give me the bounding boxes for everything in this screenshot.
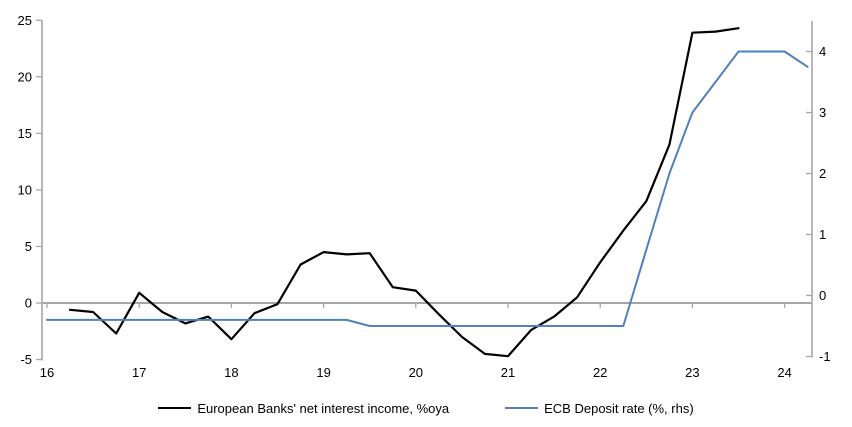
left-axis-label: 10 bbox=[18, 182, 32, 197]
x-axis-label: 22 bbox=[593, 365, 607, 380]
right-axis-label: 0 bbox=[819, 288, 826, 303]
left-axis-label: -5 bbox=[20, 352, 32, 367]
legend-item-nii: European Banks' net interest income, %oy… bbox=[158, 401, 449, 416]
left-axis-label: 15 bbox=[18, 126, 32, 141]
legend: European Banks' net interest income, %oy… bbox=[0, 396, 852, 420]
right-axis-label: 1 bbox=[819, 227, 826, 242]
x-axis-label: 19 bbox=[316, 365, 330, 380]
left-axis-label: 0 bbox=[25, 296, 32, 311]
left-axis-label: 5 bbox=[25, 239, 32, 254]
x-axis-label: 24 bbox=[777, 365, 791, 380]
right-axis-label: -1 bbox=[819, 349, 831, 364]
x-axis-label: 17 bbox=[132, 365, 146, 380]
left-axis-label: 25 bbox=[18, 13, 32, 28]
series-line-nii bbox=[68, 27, 740, 358]
deposit-rate-line-swatch bbox=[505, 407, 539, 409]
nii-legend-label: European Banks' net interest income, %oy… bbox=[197, 400, 450, 416]
x-axis-label: 23 bbox=[685, 365, 699, 380]
right-axis-label: 3 bbox=[819, 105, 826, 120]
series-line-ecb-deposit-rate bbox=[46, 50, 809, 327]
x-axis-label: 21 bbox=[501, 365, 515, 380]
x-axis-label: 18 bbox=[224, 365, 238, 380]
right-axis-label: 2 bbox=[819, 166, 826, 181]
deposit-rate-legend-label: ECB Deposit rate (%, rhs) bbox=[544, 400, 694, 416]
x-axis-label: 16 bbox=[40, 365, 54, 380]
nii-line-swatch bbox=[158, 407, 192, 409]
x-axis-label: 20 bbox=[409, 365, 423, 380]
legend-item-deposit-rate: ECB Deposit rate (%, rhs) bbox=[505, 401, 694, 416]
right-axis-label: 4 bbox=[819, 44, 826, 59]
left-axis-label: 20 bbox=[18, 69, 32, 84]
